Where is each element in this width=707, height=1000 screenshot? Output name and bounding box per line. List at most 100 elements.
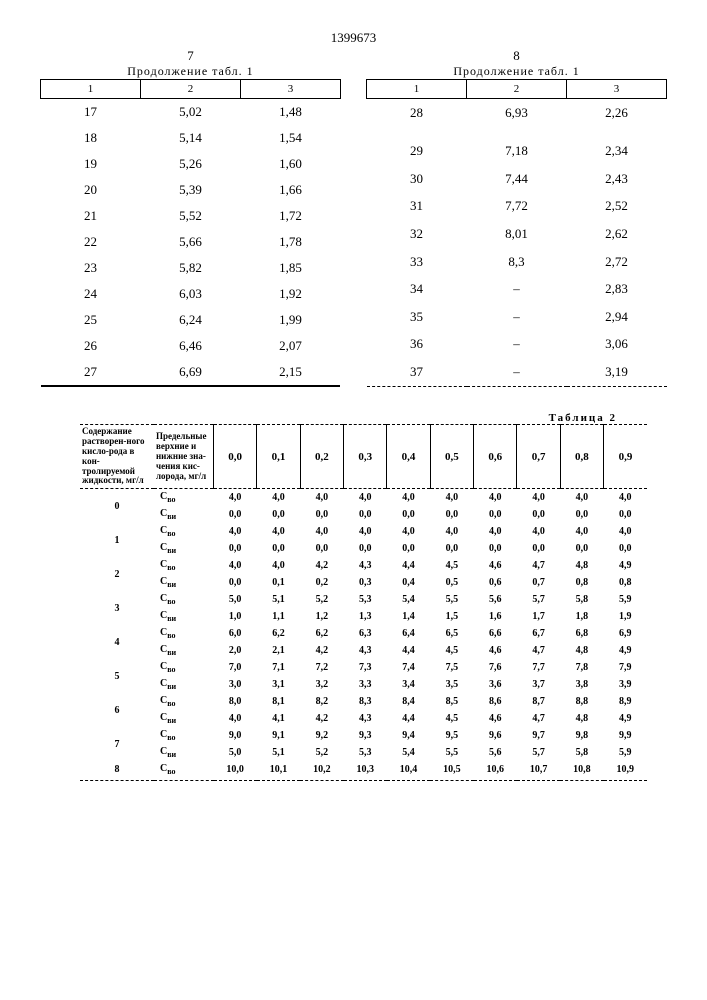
table-cell: 6,03 [140, 281, 240, 307]
t2-row-index: 1 [80, 523, 154, 557]
table-cell: 0,0 [344, 540, 387, 557]
t2-ch3: 0,3 [344, 425, 387, 489]
table-cell: 9,7 [517, 727, 560, 744]
table-cell: 4,0 [257, 557, 300, 574]
t2-rowhdr1: Содержание растворен-ного кисло-рода в к… [80, 425, 154, 489]
table-cell: 0,0 [214, 540, 257, 557]
table-cell: 3,06 [567, 331, 667, 359]
t2-row-index: 3 [80, 591, 154, 625]
t2-label-upper: Сво [154, 693, 214, 710]
table-cell: 0,1 [257, 574, 300, 591]
table-cell: 0,8 [560, 574, 603, 591]
table-cell: 5,4 [387, 744, 430, 761]
table-cell: 2,26 [567, 99, 667, 127]
table-cell: 4,0 [517, 523, 560, 540]
table-cell: 1,72 [240, 203, 340, 229]
table-cell: 0,0 [300, 540, 343, 557]
table-cell: 1,78 [240, 229, 340, 255]
table-cell: 24 [41, 281, 141, 307]
t1r-h3: 3 [567, 80, 667, 99]
table-cell: 1,2 [300, 608, 343, 625]
table-cell: 22 [41, 229, 141, 255]
table-cell: 1,9 [604, 608, 647, 625]
t2-label-lower: Сви [154, 642, 214, 659]
table-cell: 5,4 [387, 591, 430, 608]
table-cell: 23 [41, 255, 141, 281]
table-cell: 0,0 [387, 506, 430, 523]
table-cell: 36 [367, 331, 467, 359]
table-cell: 6,0 [214, 625, 257, 642]
table-cell: 6,4 [387, 625, 430, 642]
table-cell: 4,9 [604, 557, 647, 574]
table-cell: 4,7 [517, 557, 560, 574]
table-cell: 1,48 [240, 99, 340, 126]
table-cell: 8,9 [604, 693, 647, 710]
table2-title: Таблица 2 [80, 412, 617, 424]
table-cell: 3,7 [517, 676, 560, 693]
table-cell: 4,3 [344, 557, 387, 574]
table-cell: 33 [367, 248, 467, 276]
table-cell: 5,0 [214, 591, 257, 608]
table-cell: 5,82 [140, 255, 240, 281]
table-cell: 2,1 [257, 642, 300, 659]
table-cell: 4,3 [344, 642, 387, 659]
table-cell: 2,43 [567, 165, 667, 193]
t1r-h1: 1 [367, 80, 467, 99]
table-cell: 10,3 [344, 761, 387, 781]
table-cell: 19 [41, 151, 141, 177]
table-cell: 5,5 [430, 744, 473, 761]
table-cell: 0,6 [474, 574, 517, 591]
t1r-h2: 2 [467, 80, 567, 99]
table-cell: 4,0 [474, 489, 517, 507]
table-cell: 4,0 [430, 523, 473, 540]
table-cell: 8,6 [474, 693, 517, 710]
table-cell: 3,6 [474, 676, 517, 693]
table-cell: 3,19 [567, 358, 667, 386]
table-cell: – [467, 331, 567, 359]
table-cell: 10,9 [604, 761, 647, 781]
table-cell: 9,2 [300, 727, 343, 744]
table-cell: 4,0 [257, 523, 300, 540]
table-cell: 0,0 [604, 506, 647, 523]
table-cell: 3,1 [257, 676, 300, 693]
table-cell: 1,1 [257, 608, 300, 625]
table-cell: 1,66 [240, 177, 340, 203]
t2-label-lower: Сви [154, 710, 214, 727]
table-cell: 5,02 [140, 99, 240, 126]
t2-label-upper: Сво [154, 761, 214, 781]
t2-row-index: 5 [80, 659, 154, 693]
table-cell: 3,4 [387, 676, 430, 693]
table-cell: 5,1 [257, 591, 300, 608]
table-cell: 5,3 [344, 744, 387, 761]
table-cell: 8,2 [300, 693, 343, 710]
table-cell: 6,2 [300, 625, 343, 642]
table-cell: 1,99 [240, 307, 340, 333]
t2-ch1: 0,1 [257, 425, 300, 489]
table-cell: 3,3 [344, 676, 387, 693]
table-cell: 0,0 [300, 506, 343, 523]
table-cell: 7,44 [467, 165, 567, 193]
t2-label-upper: Сво [154, 727, 214, 744]
table-cell: 25 [41, 307, 141, 333]
table-cell: 1,7 [517, 608, 560, 625]
table-cell: 4,5 [430, 642, 473, 659]
t2-ch8: 0,8 [560, 425, 603, 489]
table-cell: 10,6 [474, 761, 517, 781]
t2-label-lower: Сви [154, 506, 214, 523]
t2-label-upper: Сво [154, 659, 214, 676]
table-cell: 1,4 [387, 608, 430, 625]
table-cell: 2,15 [240, 359, 340, 386]
table-cell: 5,3 [344, 591, 387, 608]
table-cell: 10,4 [387, 761, 430, 781]
table-cell: 10,8 [560, 761, 603, 781]
table-cell: 9,5 [430, 727, 473, 744]
table-cell: 5,2 [300, 591, 343, 608]
table-cell: 10,2 [300, 761, 343, 781]
table-cell: 7,1 [257, 659, 300, 676]
t2-label-lower: Сви [154, 608, 214, 625]
t2-label-lower: Сви [154, 744, 214, 761]
table-cell: 1,85 [240, 255, 340, 281]
t2-label-upper: Сво [154, 489, 214, 507]
table-cell: 4,7 [517, 710, 560, 727]
table-cell: 17 [41, 99, 141, 126]
